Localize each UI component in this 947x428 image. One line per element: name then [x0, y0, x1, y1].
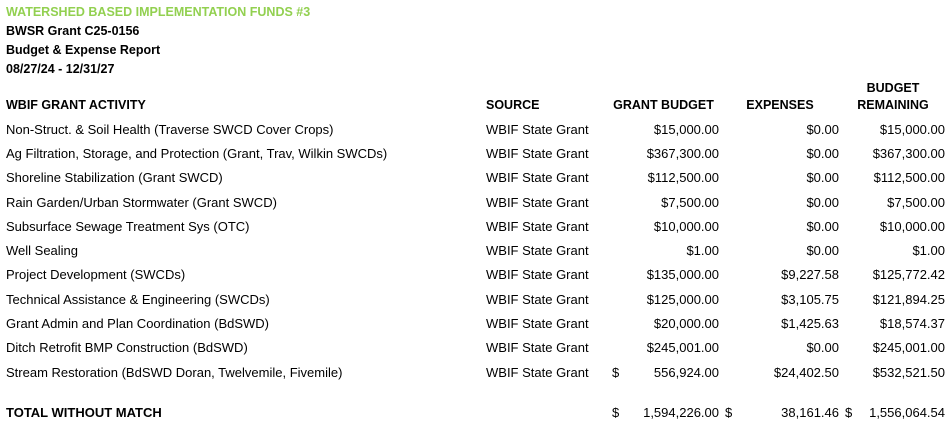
table-row: Grant Admin and Plan Coordination (BdSWD…	[0, 311, 947, 335]
grant-budget-cell: $125,000.00	[646, 291, 719, 307]
column-header-source: SOURCE	[486, 98, 540, 112]
activity-cell: Shoreline Stabilization (Grant SWCD)	[6, 170, 223, 186]
grant-budget-cell: $367,300.00	[646, 145, 719, 161]
table-header-row: WBIF GRANT ACTIVITY SOURCE GRANT BUDGET …	[0, 76, 947, 117]
report-title: WATERSHED BASED IMPLEMENTATION FUNDS #3	[6, 5, 311, 19]
column-header-activity: WBIF GRANT ACTIVITY	[6, 98, 146, 112]
expenses-cell: $0.00	[806, 194, 839, 210]
activity-cell: Subsurface Sewage Treatment Sys (OTC)	[6, 218, 250, 234]
remaining-cell: $532,521.50	[872, 364, 945, 380]
activity-cell: Ag Filtration, Storage, and Protection (…	[6, 145, 388, 161]
remaining-cell: $367,300.00	[872, 145, 945, 161]
activity-cell: Grant Admin and Plan Coordination (BdSWD…	[6, 316, 270, 332]
total-remaining-amount: 1,556,064.54	[869, 404, 945, 420]
grant-budget-cell: $20,000.00	[653, 316, 719, 332]
table-body: Non-Struct. & Soil Health (Traverse SWCD…	[0, 117, 947, 384]
source-cell: WBIF State Grant	[486, 170, 589, 186]
source-cell: WBIF State Grant	[486, 145, 589, 161]
remaining-cell: $112,500.00	[873, 170, 945, 186]
table-row: Ag Filtration, Storage, and Protection (…	[0, 141, 947, 165]
table-row: Well Sealing WBIF State Grant $1.00 $0.0…	[0, 238, 947, 262]
source-cell: WBIF State Grant	[486, 121, 589, 137]
currency-symbol: $	[845, 404, 853, 420]
column-header-budget-remaining-line1: BUDGET	[866, 81, 920, 95]
table-row: Project Development (SWCDs) WBIF State G…	[0, 263, 947, 287]
remaining-cell: $1.00	[912, 243, 945, 259]
expenses-cell: $0.00	[806, 243, 839, 259]
remaining-cell: $7,500.00	[887, 194, 945, 210]
expenses-cell: $0.00	[806, 145, 839, 161]
remaining-cell: $15,000.00	[879, 121, 945, 137]
table-row: Subsurface Sewage Treatment Sys (OTC) WB…	[0, 214, 947, 238]
expenses-cell: $0.00	[806, 218, 839, 234]
expenses-cell: $0.00	[806, 340, 839, 356]
activity-cell: Ditch Retrofit BMP Construction (BdSWD)	[6, 340, 248, 356]
column-header-expenses: EXPENSES	[746, 98, 814, 112]
source-cell: WBIF State Grant	[486, 194, 589, 210]
total-remaining-cell: $ 1,556,064.54	[841, 405, 947, 420]
activity-cell: Well Sealing	[6, 243, 79, 259]
total-grant-budget-amount: 1,594,226.00	[643, 404, 719, 420]
grant-budget-cell: $112,500.00	[647, 170, 719, 186]
expenses-cell: $0.00	[806, 170, 839, 186]
table-row: Shoreline Stabilization (Grant SWCD) WBI…	[0, 166, 947, 190]
table-row: Rain Garden/Urban Stormwater (Grant SWCD…	[0, 190, 947, 214]
total-expenses-amount: 38,161.46	[781, 404, 839, 420]
total-grant-budget-cell: $ 1,594,226.00	[608, 405, 721, 420]
currency-symbol: $	[612, 404, 620, 420]
activity-cell: Rain Garden/Urban Stormwater (Grant SWCD…	[6, 194, 277, 210]
report-header: WATERSHED BASED IMPLEMENTATION FUNDS #3 …	[6, 3, 310, 79]
table-row: Non-Struct. & Soil Health (Traverse SWCD…	[0, 117, 947, 141]
column-header-grant-budget: GRANT BUDGET	[613, 98, 714, 112]
source-cell: WBIF State Grant	[486, 218, 589, 234]
expenses-cell: $9,227.58	[781, 267, 839, 283]
table-row: Technical Assistance & Engineering (SWCD…	[0, 287, 947, 311]
source-cell: WBIF State Grant	[486, 291, 589, 307]
activity-cell: Non-Struct. & Soil Health (Traverse SWCD…	[6, 121, 334, 137]
grant-budget-cell: $1.00	[686, 243, 719, 259]
grant-budget-cell: $10,000.00	[653, 218, 719, 234]
total-label: TOTAL WITHOUT MATCH	[6, 404, 162, 420]
source-cell: WBIF State Grant	[486, 243, 589, 259]
activity-cell: Technical Assistance & Engineering (SWCD…	[6, 291, 270, 307]
expenses-cell: $1,425.63	[781, 316, 839, 332]
remaining-cell: $125,772.42	[872, 267, 945, 283]
grant-budget-cell: $15,000.00	[653, 121, 719, 137]
grant-budget-cell: $ 556,924.00	[608, 365, 721, 380]
report-grant-number: BWSR Grant C25-0156	[6, 24, 140, 38]
column-header-budget-remaining: BUDGET REMAINING	[841, 80, 947, 114]
grant-budget-cell: $7,500.00	[661, 194, 719, 210]
source-cell: WBIF State Grant	[486, 316, 589, 332]
remaining-cell: $121,894.25	[872, 291, 945, 307]
currency-symbol: $	[725, 404, 733, 420]
grant-budget-cell: $135,000.00	[646, 267, 719, 283]
source-cell: WBIF State Grant	[486, 267, 589, 283]
activity-cell: Stream Restoration (BdSWD Doran, Twelvem…	[6, 364, 343, 380]
grant-budget-cell: $245,001.00	[646, 340, 719, 356]
total-row: TOTAL WITHOUT MATCH $ 1,594,226.00 $ 38,…	[0, 399, 947, 425]
activity-cell: Project Development (SWCDs)	[6, 267, 186, 283]
currency-symbol: $	[612, 364, 620, 380]
remaining-cell: $245,001.00	[872, 340, 945, 356]
remaining-cell: $10,000.00	[879, 218, 945, 234]
expenses-cell: $24,402.50	[773, 364, 839, 380]
source-cell: WBIF State Grant	[486, 364, 589, 380]
column-header-budget-remaining-line2: REMAINING	[857, 98, 929, 112]
source-cell: WBIF State Grant	[486, 340, 589, 356]
table-row: Stream Restoration (BdSWD Doran, Twelvem…	[0, 360, 947, 384]
table-row: Ditch Retrofit BMP Construction (BdSWD) …	[0, 336, 947, 360]
expenses-cell: $0.00	[806, 121, 839, 137]
report-name: Budget & Expense Report	[6, 43, 161, 57]
expenses-cell: $3,105.75	[781, 291, 839, 307]
total-expenses-cell: $ 38,161.46	[721, 405, 841, 420]
remaining-cell: $18,574.37	[879, 316, 945, 332]
grant-budget-amount: 556,924.00	[653, 364, 719, 380]
report-date-range: 08/27/24 - 12/31/27	[6, 62, 115, 76]
